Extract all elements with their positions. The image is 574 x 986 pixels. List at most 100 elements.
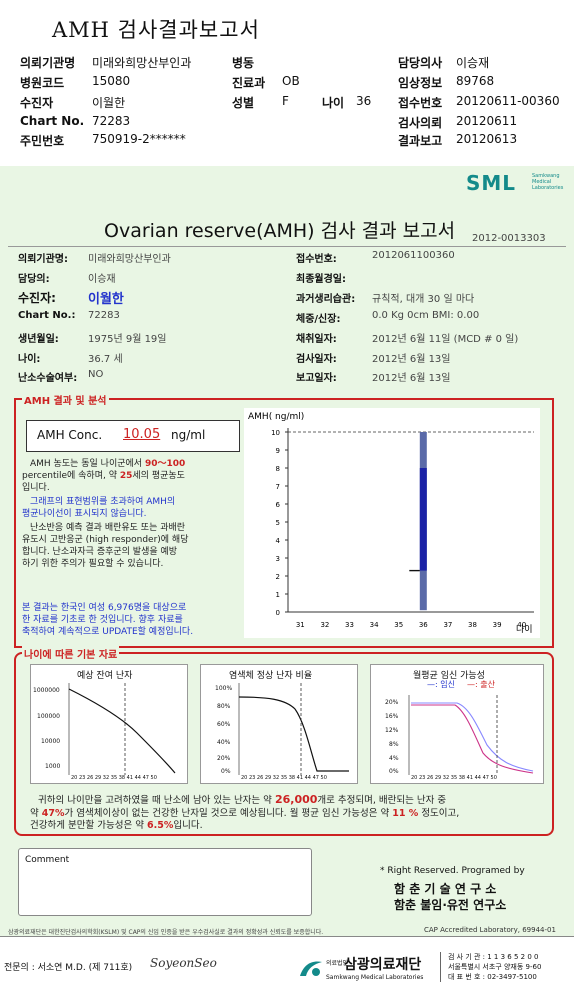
info-value: 2012년 6월 13일: [372, 373, 451, 384]
remaining-oocytes-curve: [68, 683, 176, 775]
y-tick-label: 0%: [221, 768, 231, 775]
y-tick-label: 100000: [37, 713, 60, 720]
header-value: 89768: [456, 74, 495, 88]
analysis-text: 유도시 고반응군 (high responder)에 해당: [22, 535, 189, 545]
page-title: AMH 검사결과보고서: [52, 18, 260, 42]
basic-data-section: [14, 652, 554, 836]
disclaimer-text: 축적하여 계속적으로 UPDATE할 예정입니다.: [22, 627, 194, 637]
pregnancy-rate-value: 11 %: [392, 808, 419, 819]
disclaimer-text: 본 결과는 한국인 여성 6,976명을 대상으로: [22, 603, 187, 613]
info-value: 미래와희망산부인과: [88, 254, 171, 265]
summary-text: 가 염색체이상이 없는 건강한 난자일 것으로 예상됩니다. 월 평균 임신 가…: [64, 808, 390, 819]
comment-box: Comment: [18, 848, 312, 916]
info-label: 최종월경일:: [296, 274, 346, 285]
info-label: 나이:: [18, 354, 41, 365]
amh-conc-label: AMH Conc.: [37, 428, 103, 442]
header-label: 의뢰기관명: [20, 56, 76, 70]
y-tick-label: 60%: [217, 721, 231, 728]
y-tick-label: 5: [276, 519, 280, 527]
document-number: 2012-0013303: [472, 233, 546, 244]
header-label: 수진자: [20, 96, 54, 110]
x-axis-label: 나이: [516, 624, 533, 635]
amh-chart-panel: AMH( ng/ml) 나이 0 1 2 3 4 5 6 7 8 9 10 31 32 33 34 35 36 3…: [244, 408, 540, 638]
info-label: 담당의:: [18, 274, 50, 285]
org-type: 의료법인: [326, 960, 349, 967]
y-tick-label: 0%: [389, 768, 399, 775]
x-tick-label: 31: [296, 621, 305, 629]
mini-chart-title: 월평균 임신 가능성: [413, 671, 485, 681]
sml-logo: SML: [466, 171, 517, 195]
y-tick-label: 0: [276, 609, 280, 617]
summary-text: 건강하게 분만할 가능성은 약: [30, 820, 144, 831]
info-value: 72283: [88, 310, 120, 321]
summary-line: 건강하게 분만할 가능성은 약 6.5%입니다.: [30, 820, 203, 832]
y-tick-label: 80%: [217, 703, 231, 710]
lab-registration: 검 사 기 관 : 1 1 3 6 5 2 0 0: [448, 953, 539, 961]
info-value: 0.0 Kg 0cm BMI: 0.00: [372, 310, 480, 321]
sml-logo-subtitle: Samkwang Medical Laboratories: [532, 173, 564, 191]
header-label: 성별: [232, 96, 255, 110]
header-label: 접수번호: [398, 96, 443, 110]
summary-text: 약: [30, 808, 39, 819]
disclaimer-text: 한 자료를 기초로 한 것입니다. 향후 자료를: [22, 615, 183, 625]
y-tick-label: 9: [276, 447, 280, 455]
cap-accreditation: CAP Accredited Laboratory, 69944-01: [424, 926, 556, 934]
y-tick-label: 20%: [217, 755, 231, 762]
divider: [8, 246, 566, 247]
x-tick-label: 35: [394, 621, 403, 629]
x-tick-labels: 20 23 26 29 32 35 38 41 44 47 50: [411, 775, 497, 781]
comment-label: Comment: [25, 855, 70, 865]
amh-result-section: [14, 398, 554, 648]
header-label: 주민번호: [20, 134, 65, 148]
analysis-text: 난소반응 예측 결과 배란유도 또는 과배란: [30, 523, 186, 533]
lab-phone: 대 표 번 호 : 02-3497-5100: [448, 973, 537, 981]
delivery-rate-value: 6.5%: [146, 820, 174, 831]
summary-line: 귀하의 나이만을 고려하였을 때 난소에 남아 있는 난자는 약 26,000개…: [38, 794, 446, 807]
y-tick-label: 1000000: [33, 687, 60, 694]
mini-chart-title: 예상 잔여 난자: [77, 671, 133, 681]
info-label: 수진자:: [18, 291, 56, 305]
y-tick-label: 20%: [385, 699, 399, 706]
foundation-logo-icon: [300, 961, 322, 976]
header-value: 72283: [92, 114, 131, 128]
normal-chromosome-curve: [238, 683, 349, 775]
x-tick-label: 34: [370, 621, 379, 629]
header-value: 20120611: [456, 114, 518, 128]
pregnancy-rate-chart: 월평균 임신 가능성 —: 임신 —: 출산 20% 16% 12% 8% 4%…: [370, 664, 544, 784]
analysis-note: 평균나이선이 표시되지 않습니다.: [22, 509, 147, 519]
analysis-text: 하기 위한 주의가 필요할 수 있습니다.: [22, 559, 164, 569]
info-value: 1975년 9월 19일: [88, 334, 167, 345]
patient-info-left: 의뢰기관명: 미래와희망산부인과 담당의: 이승재 수진자: 이월한 Chart…: [18, 250, 278, 386]
y-tick-label: 4: [276, 537, 281, 545]
certification-note: 삼광의료재단은 대한진단검사의학회(KSLM) 및 CAP의 신임 인증을 받은…: [8, 929, 324, 936]
amh-conc-box: AMH Conc. 10.05 ng/ml: [26, 420, 240, 452]
amh-section-title: AMH 결과 및 분석: [22, 392, 109, 407]
legend-pregnancy: —: 임신: [427, 680, 455, 689]
x-tick-labels: 20 23 26 29 32 35 38 41 44 47 50: [241, 775, 327, 781]
header-label: 병동: [232, 56, 255, 70]
analysis-text: 입니다.: [22, 483, 50, 493]
info-label: Chart No.:: [18, 310, 76, 321]
info-value: 이승재: [88, 274, 116, 285]
x-tick-label: 33: [345, 621, 354, 629]
programmer-name: 함춘 불임·유전 연구소: [394, 898, 507, 912]
summary-text: 귀하의 나이만을 고려하였을 때 난소에 남아 있는 난자는 약: [38, 795, 272, 806]
x-tick-label: 37: [443, 621, 452, 629]
header-label: 담당의사: [398, 56, 443, 70]
analysis-text: AMH 농도는 동일 나이군에서: [30, 459, 143, 469]
x-tick-label: 36: [419, 621, 428, 629]
y-tick-label: 2: [276, 573, 280, 581]
header-value: F: [282, 94, 289, 108]
info-value: 규칙적, 대개 30 일 마다: [372, 294, 475, 305]
x-tick-labels: 20 23 26 29 32 35 38 41 44 47 50: [71, 775, 157, 781]
header-value: 20120611-00360: [456, 94, 560, 108]
info-label: 의뢰기관명:: [18, 254, 68, 265]
info-value: NO: [88, 369, 104, 380]
header-value: 20120613: [456, 132, 518, 146]
y-tick-label: 10: [271, 429, 280, 437]
header-value: 15080: [92, 74, 131, 88]
analysis-note: 그래프의 표현범위를 초과하여 AMH의: [30, 497, 176, 507]
lab-address: 서울특별시 서초구 양재동 9-60: [448, 963, 542, 971]
y-tick-label: 1: [276, 591, 280, 599]
